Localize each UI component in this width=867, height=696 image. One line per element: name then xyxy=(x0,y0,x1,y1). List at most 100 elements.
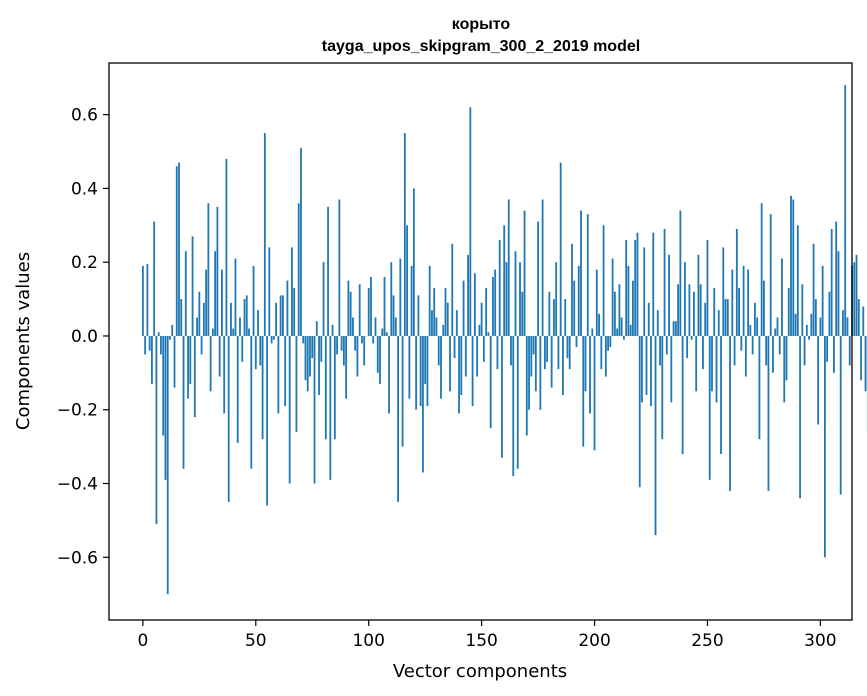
bar-85 xyxy=(333,335,336,440)
bar-249 xyxy=(704,302,707,336)
bar-116 xyxy=(403,133,406,336)
bar-281 xyxy=(776,317,779,336)
bar-205 xyxy=(604,335,607,377)
bar-305 xyxy=(830,228,833,336)
bar-246 xyxy=(697,254,700,336)
bar-41 xyxy=(234,258,237,336)
bar-289 xyxy=(794,313,797,336)
bar-253 xyxy=(713,288,716,336)
bar-111 xyxy=(392,295,395,336)
bar-78 xyxy=(318,335,320,395)
bar-136 xyxy=(449,335,451,392)
bar-256 xyxy=(720,335,722,455)
bar-8 xyxy=(160,335,162,355)
bar-51 xyxy=(257,310,259,336)
bar-293 xyxy=(803,335,806,366)
bar-115 xyxy=(401,335,404,447)
bar-276 xyxy=(765,335,768,366)
bar-67 xyxy=(293,288,296,336)
bar-145 xyxy=(469,107,472,336)
bar-167 xyxy=(519,262,521,336)
bar-84 xyxy=(331,324,334,336)
bar-202 xyxy=(598,313,600,336)
bar-81 xyxy=(324,335,327,440)
bar-54 xyxy=(263,133,266,336)
bar-232 xyxy=(665,335,668,355)
bar-127 xyxy=(428,265,431,336)
bar-110 xyxy=(390,262,393,336)
bar-18 xyxy=(182,335,185,469)
x-axis-ticks: 0 50 100 150 200 250 300 xyxy=(137,620,837,651)
bar-272 xyxy=(756,317,759,336)
bar-70 xyxy=(300,147,302,336)
bar-273 xyxy=(758,335,761,440)
bar-112 xyxy=(394,317,397,336)
bar-17 xyxy=(180,299,183,336)
bar-19 xyxy=(184,251,187,336)
bar-295 xyxy=(808,335,810,340)
bar-50 xyxy=(254,335,257,370)
bar-212 xyxy=(620,317,623,336)
bar-181 xyxy=(550,335,553,388)
x-tick-label: 0 xyxy=(137,631,148,651)
bar-319 xyxy=(862,306,865,336)
bar-80 xyxy=(322,262,325,336)
bar-94 xyxy=(354,335,357,351)
bar-185 xyxy=(559,162,562,336)
bar-191 xyxy=(573,280,576,336)
bar-170 xyxy=(525,335,528,436)
bar-235 xyxy=(672,321,675,336)
bar-196 xyxy=(584,335,587,392)
bar-287 xyxy=(790,195,792,336)
bar-252 xyxy=(711,335,713,392)
plot-frame xyxy=(108,62,853,621)
bar-35 xyxy=(221,269,223,336)
bar-175 xyxy=(537,221,539,336)
bar-132 xyxy=(440,335,442,399)
bar-61 xyxy=(279,295,282,336)
bar-159 xyxy=(501,335,503,458)
bar-169 xyxy=(523,210,526,336)
bar-228 xyxy=(656,310,659,336)
bar-257 xyxy=(722,247,725,336)
bar-44 xyxy=(241,335,244,362)
bar-292 xyxy=(801,284,804,336)
bar-180 xyxy=(548,291,551,336)
bar-77 xyxy=(315,321,318,336)
bar-211 xyxy=(618,284,621,336)
bar-255 xyxy=(717,310,720,336)
bar-95 xyxy=(356,335,359,377)
bar-298 xyxy=(814,299,817,336)
bar-86 xyxy=(336,335,338,355)
bar-306 xyxy=(833,335,835,373)
y-tick-label: 0.2 xyxy=(71,253,98,273)
bar-5 xyxy=(153,221,156,336)
bar-157 xyxy=(496,335,499,370)
bar-153 xyxy=(487,332,490,336)
bar-214 xyxy=(625,240,628,336)
bar-108 xyxy=(385,332,388,336)
bar-91 xyxy=(347,280,350,336)
bar-183 xyxy=(555,262,558,336)
y-tick-label: −0.2 xyxy=(57,401,98,421)
bar-149 xyxy=(478,324,481,336)
bar-308 xyxy=(837,251,840,336)
bar-156 xyxy=(494,269,497,336)
bar-134 xyxy=(444,288,447,336)
bar-33 xyxy=(216,206,219,336)
bar-14 xyxy=(173,335,176,388)
bar-268 xyxy=(747,269,750,336)
bar-277 xyxy=(767,335,770,491)
bar-186 xyxy=(562,335,564,395)
bar-71 xyxy=(302,335,305,344)
bar-39 xyxy=(230,302,232,336)
bar-20 xyxy=(187,335,189,399)
x-tick-label: 250 xyxy=(691,631,723,651)
y-tick-label: −0.6 xyxy=(57,548,98,568)
bar-3 xyxy=(148,335,151,351)
bar-189 xyxy=(568,335,571,370)
x-axis-label: Vector components xyxy=(393,661,567,682)
bar-92 xyxy=(349,291,352,336)
bar-135 xyxy=(446,302,449,336)
